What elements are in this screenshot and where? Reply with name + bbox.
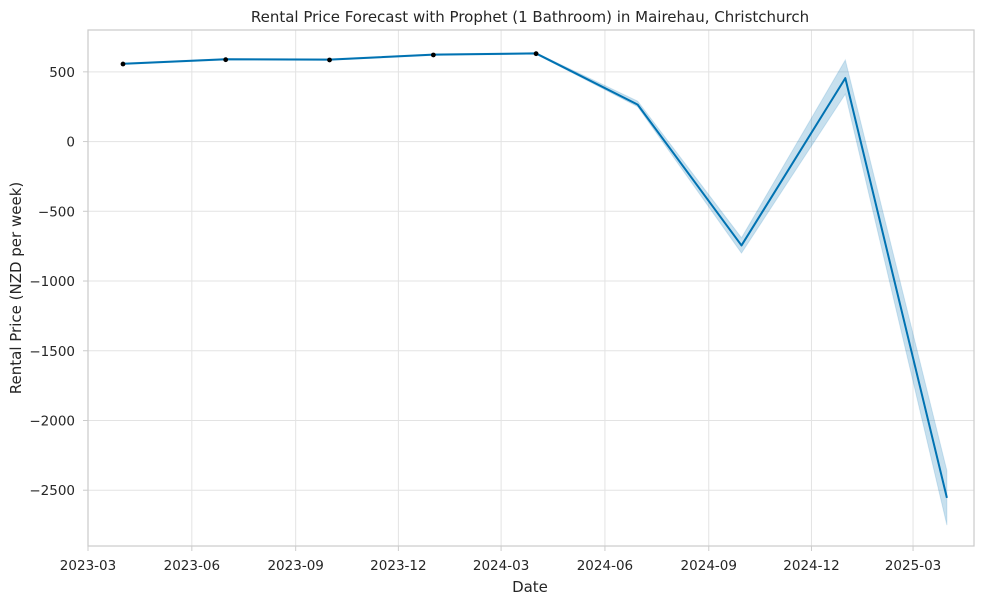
chart-title: Rental Price Forecast with Prophet (1 Ba… <box>251 8 809 26</box>
y-tick-label: −1500 <box>29 344 75 360</box>
observed-point <box>327 57 332 63</box>
x-tick-label: 2023-09 <box>267 558 323 574</box>
observed-point <box>120 61 126 67</box>
y-tick-label: −1000 <box>29 274 75 290</box>
observed-point <box>533 51 539 57</box>
x-tick-label: 2024-06 <box>577 558 633 574</box>
uncertainty-band <box>122 52 948 526</box>
x-axis-label: Date <box>512 578 548 596</box>
x-tick-label: 2024-09 <box>681 558 737 574</box>
y-tick-label: 0 <box>66 135 75 151</box>
x-tick-labels: 2023-03 2023-06 2023-09 2023-12 2024-03 2024-… <box>60 546 941 574</box>
y-tick-label: −500 <box>38 204 75 220</box>
x-tick-label: 2025-03 <box>885 558 941 574</box>
y-tick-labels: 500 0 −500 −1000 −1500 −2000 −2500 <box>29 65 88 499</box>
y-tick-label: −2500 <box>29 483 75 499</box>
y-tick-label: 500 <box>49 65 75 81</box>
x-tick-label: 2024-03 <box>473 558 529 574</box>
uncertainty-band-layer <box>122 52 948 526</box>
y-tick-label: −2000 <box>29 413 75 429</box>
observed-point <box>223 57 229 63</box>
observed-point <box>430 52 436 58</box>
plot-frame <box>87 29 975 547</box>
x-tick-label: 2023-03 <box>60 558 116 574</box>
grid-layer <box>87 30 974 546</box>
observed-points-layer <box>120 51 539 67</box>
y-axis-label: Rental Price (NZD per week) <box>7 182 25 394</box>
x-tick-label: 2023-12 <box>370 558 426 574</box>
x-tick-label: 2024-12 <box>783 558 839 574</box>
x-tick-label: 2023-06 <box>164 558 220 574</box>
